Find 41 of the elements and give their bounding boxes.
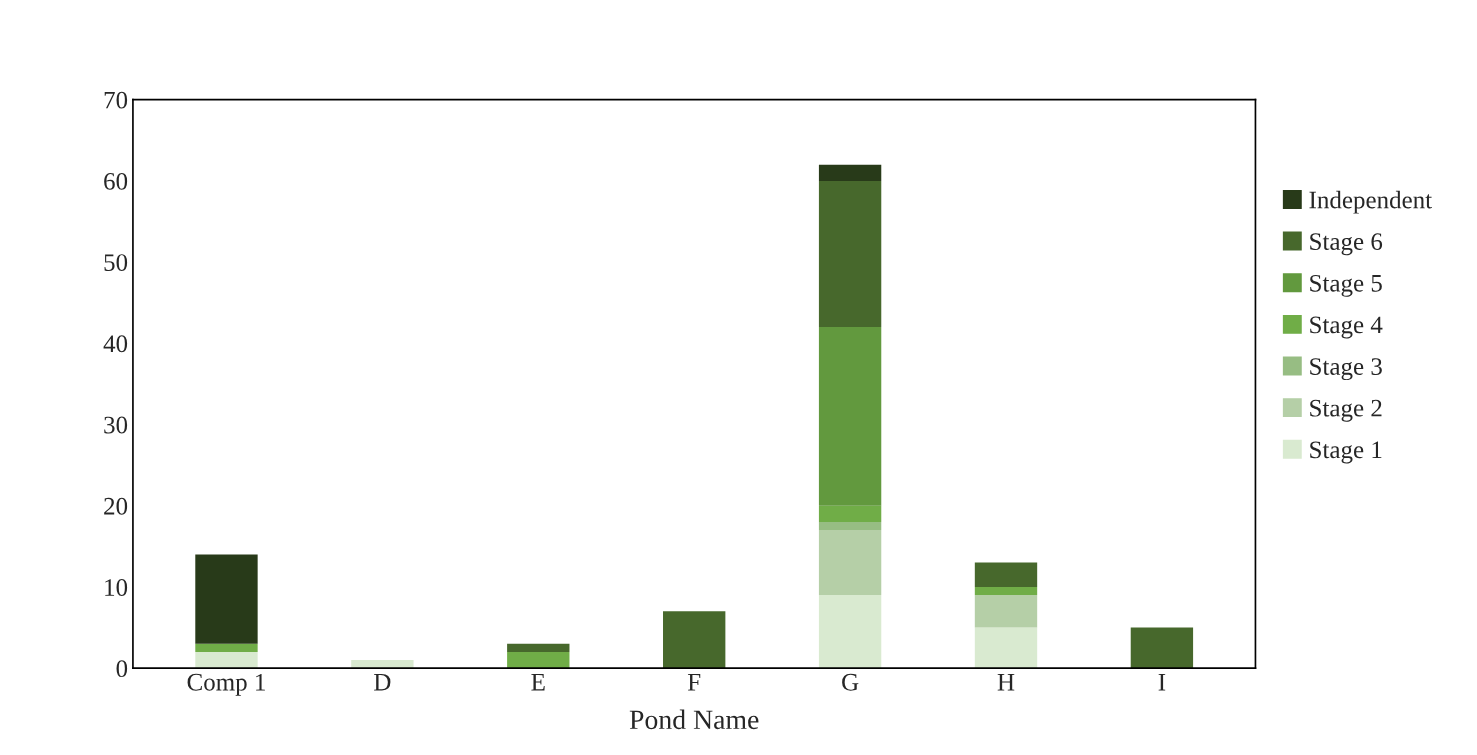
x-tick-label: E [531,674,545,691]
bar [974,627,1038,669]
bar [818,164,882,181]
y-tick-label: 20 [104,497,128,515]
x-tick-label: Comp 1 [187,673,265,696]
bar [818,595,882,669]
x-tick-label: I [1158,674,1166,691]
y-tick-label: 0 [116,660,128,678]
bar [818,505,882,522]
y-tick-label: 60 [104,172,128,190]
y-tick-label: 10 [105,579,128,596]
bar [195,643,258,652]
y-tick-label: 40 [103,335,128,353]
bar [195,651,258,669]
bar [195,554,258,644]
bar [974,595,1038,628]
bar [818,180,882,328]
legend-label: Stage 4 [1310,316,1383,339]
legend-label: Stage 2 [1310,399,1382,422]
bar [818,327,882,506]
x-tick-label: F [687,674,701,691]
legend-label: Stage 6 [1310,233,1383,256]
x-axis-title: Pond Name [629,709,759,730]
bar [818,521,882,531]
bar [1130,627,1194,669]
bar [974,562,1038,587]
legend-label: Stage 1 [1310,441,1382,464]
bar [663,611,726,669]
bar [507,651,570,669]
bar [818,530,882,596]
x-tick-label: H [997,674,1015,691]
y-tick-label: 50 [104,254,128,272]
bar [507,643,570,652]
legend-label: Stage 3 [1310,358,1382,381]
legend-label: Independent [1309,190,1432,214]
x-tick-label: G [842,673,859,691]
bar [974,586,1038,596]
x-tick-label: D [374,674,391,691]
legend-label: Stage 5 [1310,274,1382,297]
y-tick-label: 70 [104,91,128,109]
y-tick-label: 30 [104,416,128,434]
